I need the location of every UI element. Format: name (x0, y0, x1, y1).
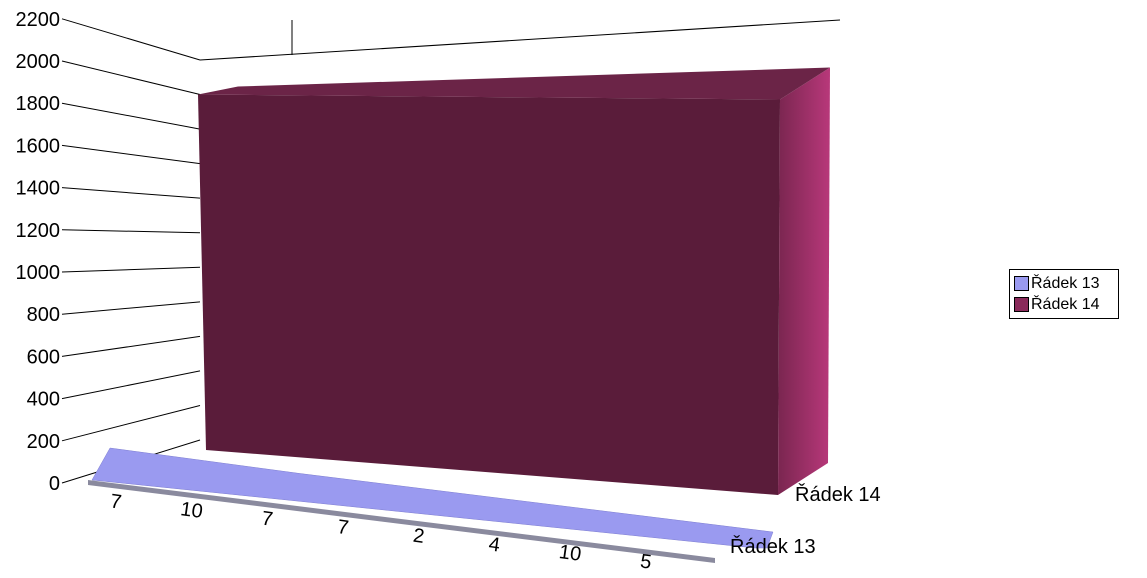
y-tick-label: 1000 (16, 262, 61, 284)
x-tick-label: 7 (336, 516, 350, 539)
x-tick-label: 10 (179, 498, 204, 523)
y-tick-leader (61, 102, 201, 130)
x-tick-label: 7 (109, 490, 123, 513)
y-tick-label: 1200 (16, 220, 61, 242)
y-tick-label: 800 (27, 304, 60, 326)
y-tick-leader (61, 60, 201, 96)
legend-item: Řádek 14 (1014, 294, 1114, 315)
y-tick-leader (61, 18, 201, 61)
legend-label-row-14: Řádek 14 (1031, 295, 1100, 313)
series-row-14-front-face (198, 94, 780, 495)
y-tick-leader (61, 229, 201, 234)
y-tick-label: 0 (49, 473, 60, 495)
y-tick-label: 200 (27, 431, 60, 453)
series-row-14-side-face (778, 67, 830, 495)
y-tick-label: 1600 (16, 135, 61, 157)
depth-label: Řádek 14 (795, 483, 881, 506)
x-axis-tick-labels: 7 10 7 7 2 4 10 5 (109, 490, 653, 573)
y-tick-leader (61, 187, 201, 199)
y-tick-label: 1400 (16, 178, 61, 200)
x-tick-label: 2 (412, 525, 426, 548)
series-row-13-edge (88, 480, 715, 563)
y-axis-tick-labels: 0 200 400 600 800 1000 1200 1400 1600 1800 2000 220… (16, 9, 61, 495)
legend-swatch-row-13 (1014, 276, 1029, 291)
y-tick-label: 2000 (16, 51, 61, 73)
x-tick-label: 5 (639, 550, 653, 573)
legend: Řádek 13 Řádek 14 (1009, 269, 1119, 319)
y-tick-label: 400 (27, 389, 60, 411)
series-row-14 (198, 67, 830, 495)
series-row-13 (88, 447, 774, 563)
series-row-13-surface (91, 447, 774, 549)
legend-item: Řádek 13 (1014, 273, 1114, 294)
y-tick-label: 2200 (16, 9, 61, 31)
legend-label-row-13: Řádek 13 (1031, 274, 1100, 292)
series-row-14-top-face (198, 67, 830, 100)
y-axis-leader-lines (61, 18, 841, 484)
x-tick-label: 4 (487, 533, 501, 556)
x-tick-label: 7 (260, 508, 274, 531)
y-tick-leader (61, 144, 201, 165)
y-tick-leader (61, 266, 201, 273)
y-tick-label: 1800 (16, 93, 61, 115)
back-wall-top-edge (199, 19, 841, 61)
x-tick-label: 10 (558, 541, 583, 566)
y-tick-leader (61, 301, 201, 315)
y-tick-label: 600 (27, 346, 60, 368)
y-tick-leader (61, 370, 201, 400)
y-tick-leader (61, 335, 201, 357)
depth-axis-labels: Řádek 14 Řádek 13 (730, 483, 881, 558)
y-tick-leader (61, 404, 201, 442)
depth-label: Řádek 13 (730, 535, 816, 558)
legend-swatch-row-14 (1014, 297, 1029, 312)
